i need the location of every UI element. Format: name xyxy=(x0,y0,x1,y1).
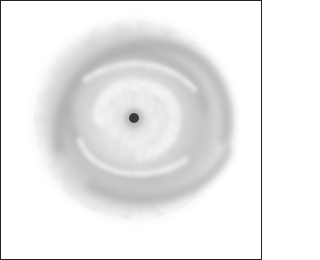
hurricane-image xyxy=(0,0,262,260)
eye xyxy=(129,113,139,123)
storm xyxy=(26,12,242,228)
image-frame xyxy=(0,0,262,260)
